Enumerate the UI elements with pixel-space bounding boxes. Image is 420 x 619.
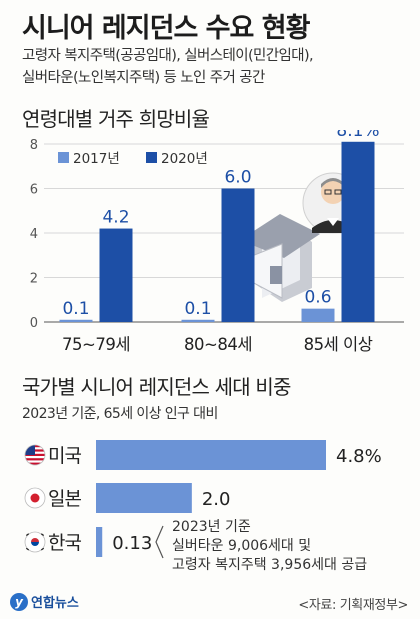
- y-tick-label: 4: [30, 227, 38, 242]
- subtitle-line-1: 고령자 복지주택(공공임대), 실버스테이(민간임대),: [22, 48, 314, 64]
- source-note: <자료: 기획재정부>: [298, 598, 408, 613]
- country-label: 미국: [48, 445, 81, 467]
- korea-flag-icon: [24, 531, 46, 553]
- legend-swatch: [58, 152, 69, 163]
- bar-2020년-2: [341, 141, 375, 322]
- country-chart-subtitle: 2023년 기준, 65세 이상 인구 대비: [22, 406, 218, 422]
- x-category-label: 75~79세: [62, 335, 130, 354]
- annotation-bracket: [155, 525, 164, 559]
- y-tick-label: 0: [30, 316, 38, 331]
- country-value-label: 4.8%: [336, 446, 382, 467]
- logo-text: 연합뉴스: [31, 596, 79, 611]
- x-category-label: 80~84세: [184, 335, 252, 354]
- bar-value-label: 4.2: [102, 208, 129, 228]
- country-bar-2: [96, 527, 103, 557]
- legend-label: 2020년: [161, 151, 208, 167]
- annotation-line-2: 실버타운 9,006세대 및: [172, 538, 311, 554]
- bar-value-label: 0.1: [184, 299, 211, 319]
- bar-value-label: 6.0: [224, 168, 251, 188]
- age-bar-chart: 0.1 4.2 0.1 6.0 0.6 8.1% 0 2 4 6 8 75~79세 80~84세 85세…: [30, 130, 404, 354]
- yonhap-logo: y 연합뉴스: [10, 592, 79, 611]
- bar-2017년-1: [181, 319, 215, 322]
- x-category-label: 85세 이상: [304, 335, 373, 354]
- country-value-label: 0.13: [112, 533, 152, 554]
- us-flag-icon: [24, 444, 46, 466]
- page-title: 시니어 레지던스 수요 현황: [22, 13, 310, 44]
- country-chart-title: 국가별 시니어 레지던스 세대 비중: [22, 375, 291, 399]
- bar-2020년-1: [221, 188, 255, 322]
- bar-2017년-2: [301, 308, 335, 322]
- y-tick-label: 2: [30, 272, 38, 287]
- bar-2017년-0: [59, 319, 93, 322]
- y-tick-label: 6: [30, 183, 38, 198]
- country-bar-chart: 미국 4.8% 일본 2.0 한국 0.13 2023년 기준 실버타운 9,006세대 …: [24, 440, 382, 573]
- house-icon: [240, 214, 320, 302]
- y-tick-label: 8: [30, 138, 38, 153]
- country-bar-0: [96, 440, 326, 470]
- bar-value-label: 8.1%: [336, 130, 379, 141]
- legend-label: 2017년: [73, 151, 120, 167]
- japan-flag-icon: [24, 487, 46, 509]
- country-label: 일본: [48, 488, 81, 510]
- age-chart-title: 연령대별 거주 희망비율: [22, 107, 210, 131]
- annotation-line-1: 2023년 기준: [172, 519, 251, 535]
- subtitle-line-2: 실버타운(노인복지주택) 등 노인 주거 공간: [22, 70, 265, 86]
- country-label: 한국: [48, 532, 81, 554]
- yonhap-logo-icon: y: [10, 592, 28, 611]
- country-bar-1: [96, 483, 192, 513]
- bar-value-label: 0.1: [62, 299, 89, 319]
- bar-2020년-0: [99, 228, 133, 322]
- annotation-line-3: 고령자 복지주택 3,956세대 공급: [172, 557, 367, 573]
- bar-value-label: 0.6: [304, 288, 331, 308]
- country-value-label: 2.0: [202, 489, 231, 510]
- legend-swatch: [146, 152, 157, 163]
